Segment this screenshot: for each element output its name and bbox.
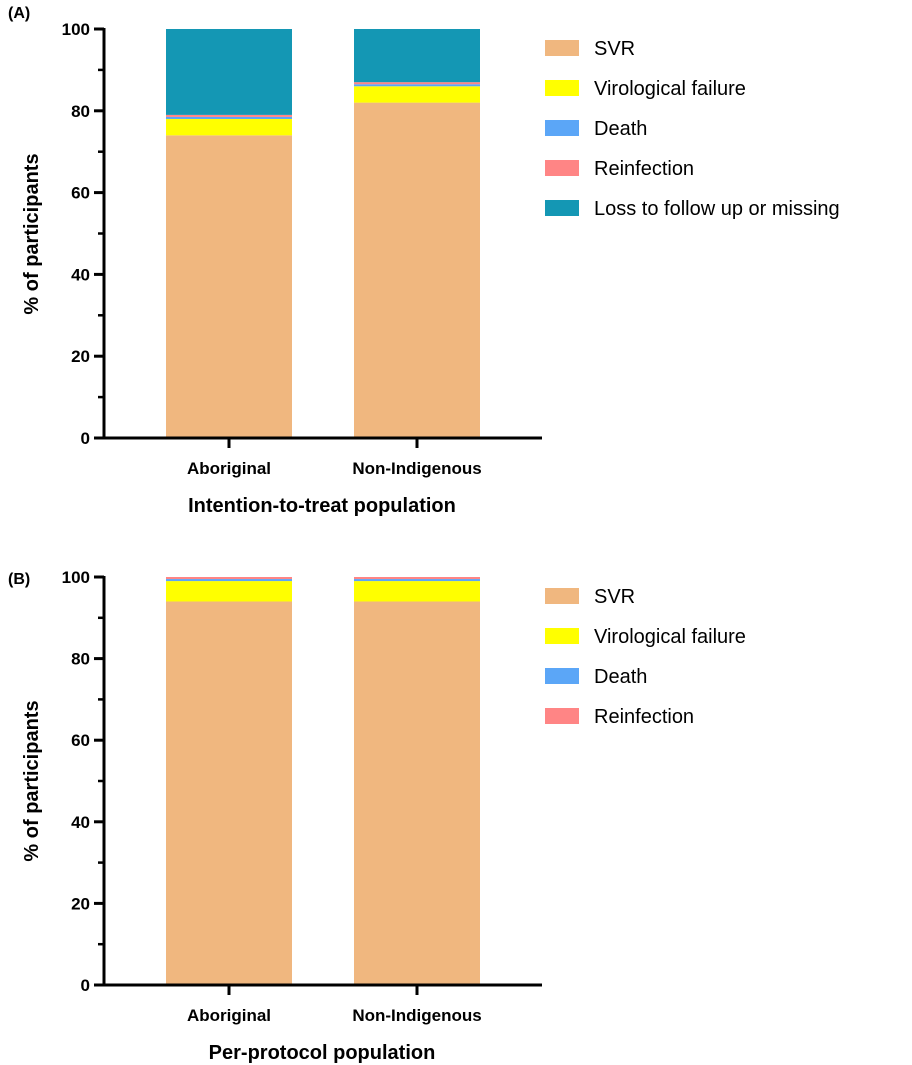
y-tick-label: 20 — [71, 894, 90, 913]
y-tick-label: 20 — [71, 347, 90, 366]
bar-non-indigenous-virological-failure — [354, 581, 480, 602]
legend: SVR Virological failure Death Reinfection — [545, 586, 746, 728]
panel-a: (A) 0 20 40 60 80 100 Aboriginal Non-Indigenous I… — [8, 5, 840, 517]
bar-non-indigenous-death — [354, 84, 480, 87]
legend-swatch-virological-failure — [545, 80, 579, 96]
y-axis-title: % of participants — [21, 153, 43, 314]
bar-aboriginal-svr — [166, 135, 292, 438]
x-tick-label: Aboriginal — [187, 459, 271, 478]
y-tick-label: 0 — [81, 976, 90, 995]
bar-non-indigenous-reinfection — [354, 82, 480, 85]
legend-swatch-reinfection — [545, 708, 579, 724]
legend-label: Virological failure — [594, 78, 746, 100]
panel-label: (A) — [8, 5, 30, 22]
y-tick-label: 0 — [81, 429, 90, 448]
y-tick-label: 80 — [71, 102, 90, 121]
legend-label: Death — [594, 666, 647, 688]
x-axis-title: Per-protocol population — [209, 1042, 436, 1064]
bar-aboriginal-reinfection — [166, 114, 292, 117]
legend-swatch-death — [545, 120, 579, 136]
legend-label: Reinfection — [594, 158, 694, 180]
bar-non-indigenous-loss-to-follow-up-or-missing — [354, 29, 480, 83]
y-tick-label: 40 — [71, 265, 90, 284]
bar-aboriginal-death — [166, 579, 292, 582]
bar-aboriginal-virological-failure — [166, 118, 292, 136]
bar-aboriginal-loss-to-follow-up-or-missing — [166, 29, 292, 115]
y-tick-label: 60 — [71, 731, 90, 750]
bar-non-indigenous-svr — [354, 102, 480, 439]
legend-swatch-death — [545, 668, 579, 684]
x-tick-label: Non-Indigenous — [352, 1006, 481, 1025]
legend-swatch-loss-to-follow-up-or-missing — [545, 200, 579, 216]
bar-aboriginal-reinfection — [166, 577, 292, 580]
y-tick-label: 80 — [71, 650, 90, 669]
bar-aboriginal-death — [166, 116, 292, 119]
legend: SVR Virological failure Death Reinfection Lo… — [545, 38, 840, 220]
y-axis-title: % of participants — [21, 700, 43, 861]
legend-label: Reinfection — [594, 706, 694, 728]
x-axis-title: Intention-to-treat population — [188, 495, 456, 517]
bar-non-indigenous-death — [354, 579, 480, 582]
y-tick-label: 100 — [62, 568, 90, 587]
legend-label: Loss to follow up or missing — [594, 198, 840, 220]
bar-non-indigenous-virological-failure — [354, 86, 480, 103]
x-tick-label: Non-Indigenous — [352, 459, 481, 478]
bar-aboriginal-svr — [166, 601, 292, 985]
legend-label: SVR — [594, 586, 635, 608]
legend-label: Virological failure — [594, 626, 746, 648]
y-tick-label: 60 — [71, 184, 90, 203]
bar-non-indigenous-reinfection — [354, 577, 480, 580]
legend-label: Death — [594, 118, 647, 140]
panel-b: (B) 0 20 40 60 80 100 Aboriginal Non-Indigenous P… — [8, 568, 746, 1064]
x-tick-label: Aboriginal — [187, 1006, 271, 1025]
legend-swatch-reinfection — [545, 160, 579, 176]
legend-label: SVR — [594, 38, 635, 60]
y-tick-label: 40 — [71, 813, 90, 832]
legend-swatch-virological-failure — [545, 628, 579, 644]
bar-non-indigenous-svr — [354, 601, 480, 985]
legend-swatch-svr — [545, 588, 579, 604]
bar-aboriginal-virological-failure — [166, 581, 292, 602]
legend-swatch-svr — [545, 40, 579, 56]
panel-label: (B) — [8, 571, 30, 588]
y-tick-label: 100 — [62, 20, 90, 39]
